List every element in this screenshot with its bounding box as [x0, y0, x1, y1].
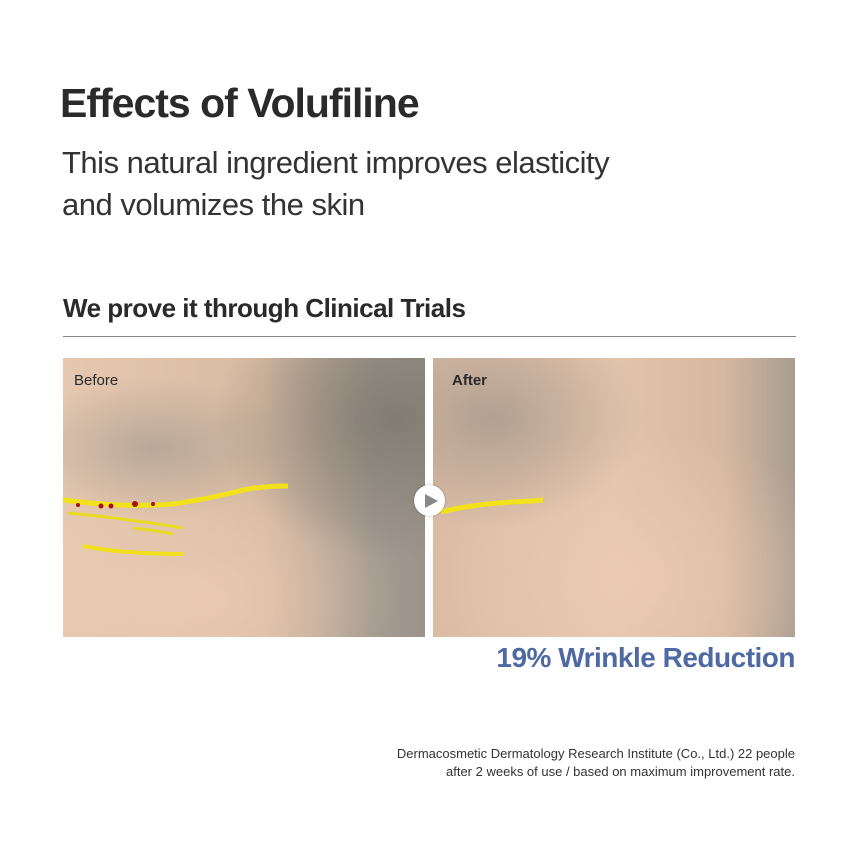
subtitle: This natural ingredient improves elastic… — [62, 142, 610, 226]
footnote-line: Dermacosmetic Dermatology Research Insti… — [396, 746, 795, 761]
footnote: Dermacosmetic Dermatology Research Insti… — [397, 745, 795, 781]
footnote-line: after 2 weeks of use / based on maximum … — [446, 764, 795, 779]
wrinkle-overlay — [63, 483, 289, 556]
before-label: Before — [74, 372, 119, 389]
subtitle-line: This natural ingredient improves elastic… — [62, 145, 610, 180]
page-title: Effects of Volufiline — [60, 80, 420, 126]
section-title: We prove it through Clinical Trials — [63, 293, 466, 323]
before-photo: Before — [63, 358, 425, 637]
play-arrow-icon — [414, 485, 445, 516]
result-headline: 19% Wrinkle Reduction — [496, 642, 795, 673]
divider — [63, 336, 796, 337]
wrinkle-overlay — [440, 497, 544, 515]
after-label: After — [452, 372, 488, 389]
subtitle-line: and volumizes the skin — [62, 187, 365, 222]
after-photo: After — [433, 358, 795, 637]
